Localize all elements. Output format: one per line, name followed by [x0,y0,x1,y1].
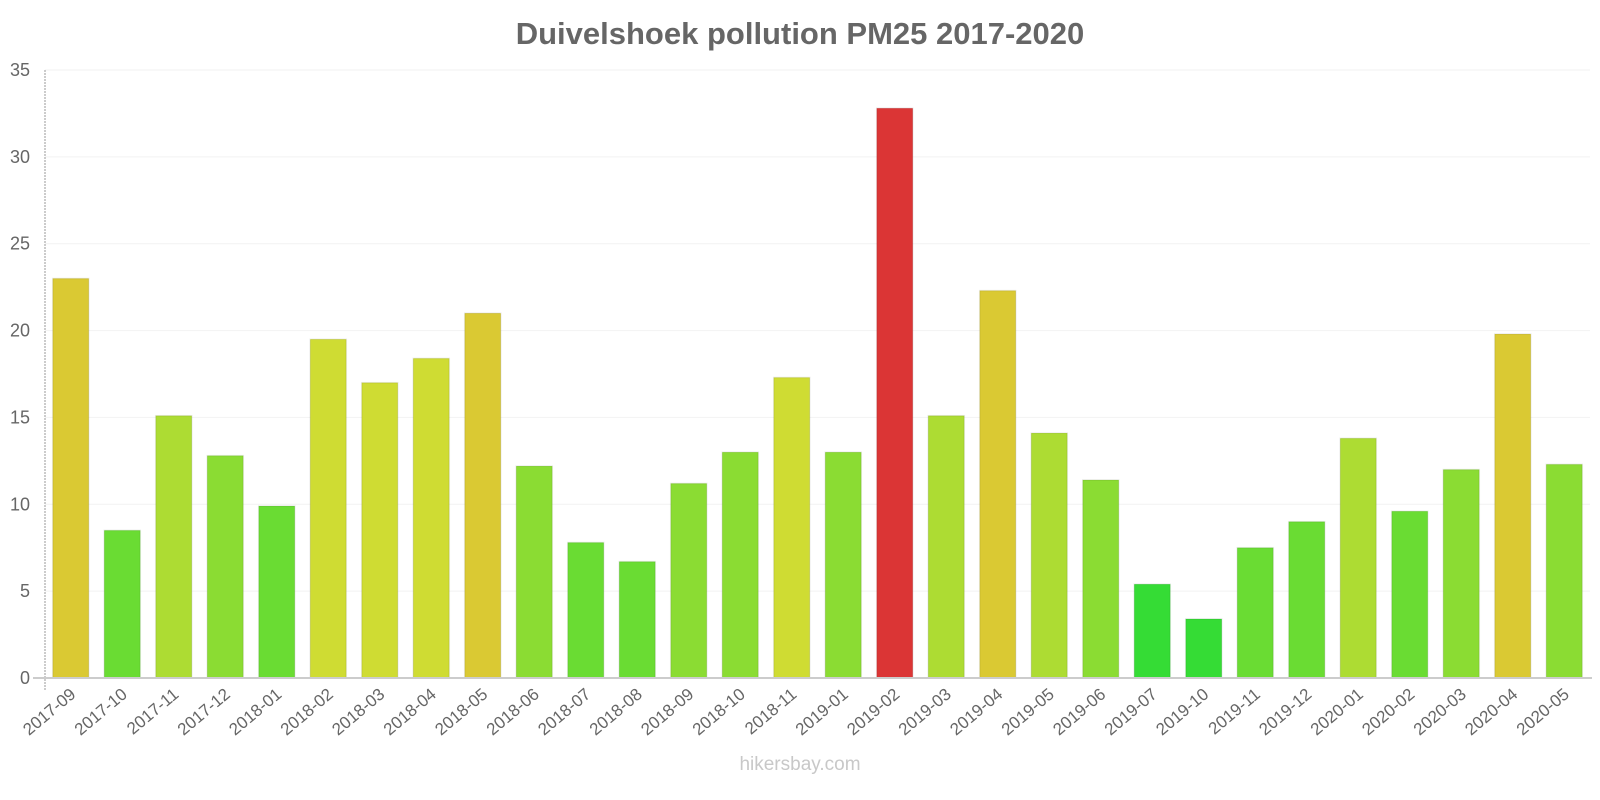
x-tick-label: 2018-06 [483,685,543,740]
bar-2020-03[interactable] [1442,468,1481,679]
bar-2018-04[interactable] [412,357,451,679]
bar-2017-10[interactable] [103,529,142,679]
x-tick-label: 2018-05 [431,685,491,740]
bar-2017-12[interactable] [206,454,245,679]
x-tick-label: 2019-03 [895,685,955,740]
x-tick-label: 2018-10 [689,685,749,740]
x-tick-label: 2019-07 [1101,685,1161,740]
bar-2018-07[interactable] [566,541,605,679]
y-tick-label: 35 [10,60,30,80]
x-tick-label: 2019-06 [1049,685,1109,740]
x-tick-label: 2020-04 [1461,685,1521,740]
bar-2018-11[interactable] [772,376,811,679]
x-tick-label: 2018-03 [328,685,388,740]
y-tick-label: 15 [10,407,30,427]
bar-2020-01[interactable] [1339,437,1378,679]
bar-2018-09[interactable] [669,482,708,679]
x-tick-label: 2020-01 [1307,685,1367,740]
bar-2019-06[interactable] [1081,479,1120,679]
x-tick-label: 2018-02 [277,685,337,740]
bar-2019-01[interactable] [824,451,863,679]
x-tick-label: 2019-10 [1152,685,1212,740]
bar-2020-02[interactable] [1390,510,1429,679]
x-tick-label: 2017-10 [71,685,131,740]
bar-2019-07[interactable] [1133,583,1172,679]
bar-2019-05[interactable] [1030,432,1069,679]
x-tick-label: 2019-04 [946,685,1006,740]
bar-2018-01[interactable] [257,505,296,679]
bar-2018-03[interactable] [360,381,399,679]
bars [51,107,1584,679]
y-tick-label: 25 [10,234,30,254]
x-tick-label: 2019-02 [843,685,903,740]
bar-2020-05[interactable] [1545,463,1584,679]
x-tick-label: 2018-09 [637,685,697,740]
bar-2020-04[interactable] [1493,333,1532,679]
bar-2019-03[interactable] [927,414,966,679]
watermark: hikersbay.com [739,754,861,775]
chart-title: Duivelshoek pollution PM25 2017-2020 [515,16,1085,51]
x-tick-label: 2018-04 [380,685,440,740]
x-tick-label: 2019-05 [998,685,1058,740]
bar-2017-09[interactable] [51,277,90,679]
bar-2018-06[interactable] [515,465,554,679]
x-tick-label: 2020-05 [1513,685,1573,740]
bar-2018-08[interactable] [618,560,657,679]
x-tick-label: 2017-09 [19,685,79,740]
gridlines [45,69,1590,592]
bar-2017-11[interactable] [154,414,193,679]
bar-2018-10[interactable] [721,451,760,679]
x-tick-label: 2019-11 [1205,685,1264,739]
x-tick-label: 2019-01 [792,685,852,740]
y-tick-label: 0 [20,668,30,688]
x-tick-label: 2018-11 [741,685,800,739]
bar-2019-11[interactable] [1236,546,1275,679]
bar-2019-10[interactable] [1184,618,1223,679]
bar-2018-05[interactable] [463,312,502,679]
bar-2019-02[interactable] [875,107,914,679]
y-tick-label: 5 [20,581,30,601]
x-tick-label: 2020-03 [1410,685,1470,740]
x-axis: 2017-092017-102017-112017-122018-012018-… [19,677,1592,740]
x-tick-label: 2020-02 [1358,685,1418,740]
x-tick-label: 2018-01 [225,685,285,740]
bar-2019-12[interactable] [1287,520,1326,679]
x-tick-label: 2019-12 [1255,685,1315,740]
bar-2019-04[interactable] [978,289,1017,679]
x-tick-label: 2018-08 [586,685,646,740]
x-tick-label: 2018-07 [534,685,594,740]
y-axis: 0 5 10 15 20 25 30 35 [10,60,46,690]
bar-2018-02[interactable] [309,338,348,679]
y-tick-label: 20 [10,321,30,341]
x-tick-label: 2017-12 [174,685,234,740]
x-tick-label: 2017-11 [123,685,182,739]
y-tick-label: 30 [10,147,30,167]
y-tick-label: 10 [10,494,30,514]
